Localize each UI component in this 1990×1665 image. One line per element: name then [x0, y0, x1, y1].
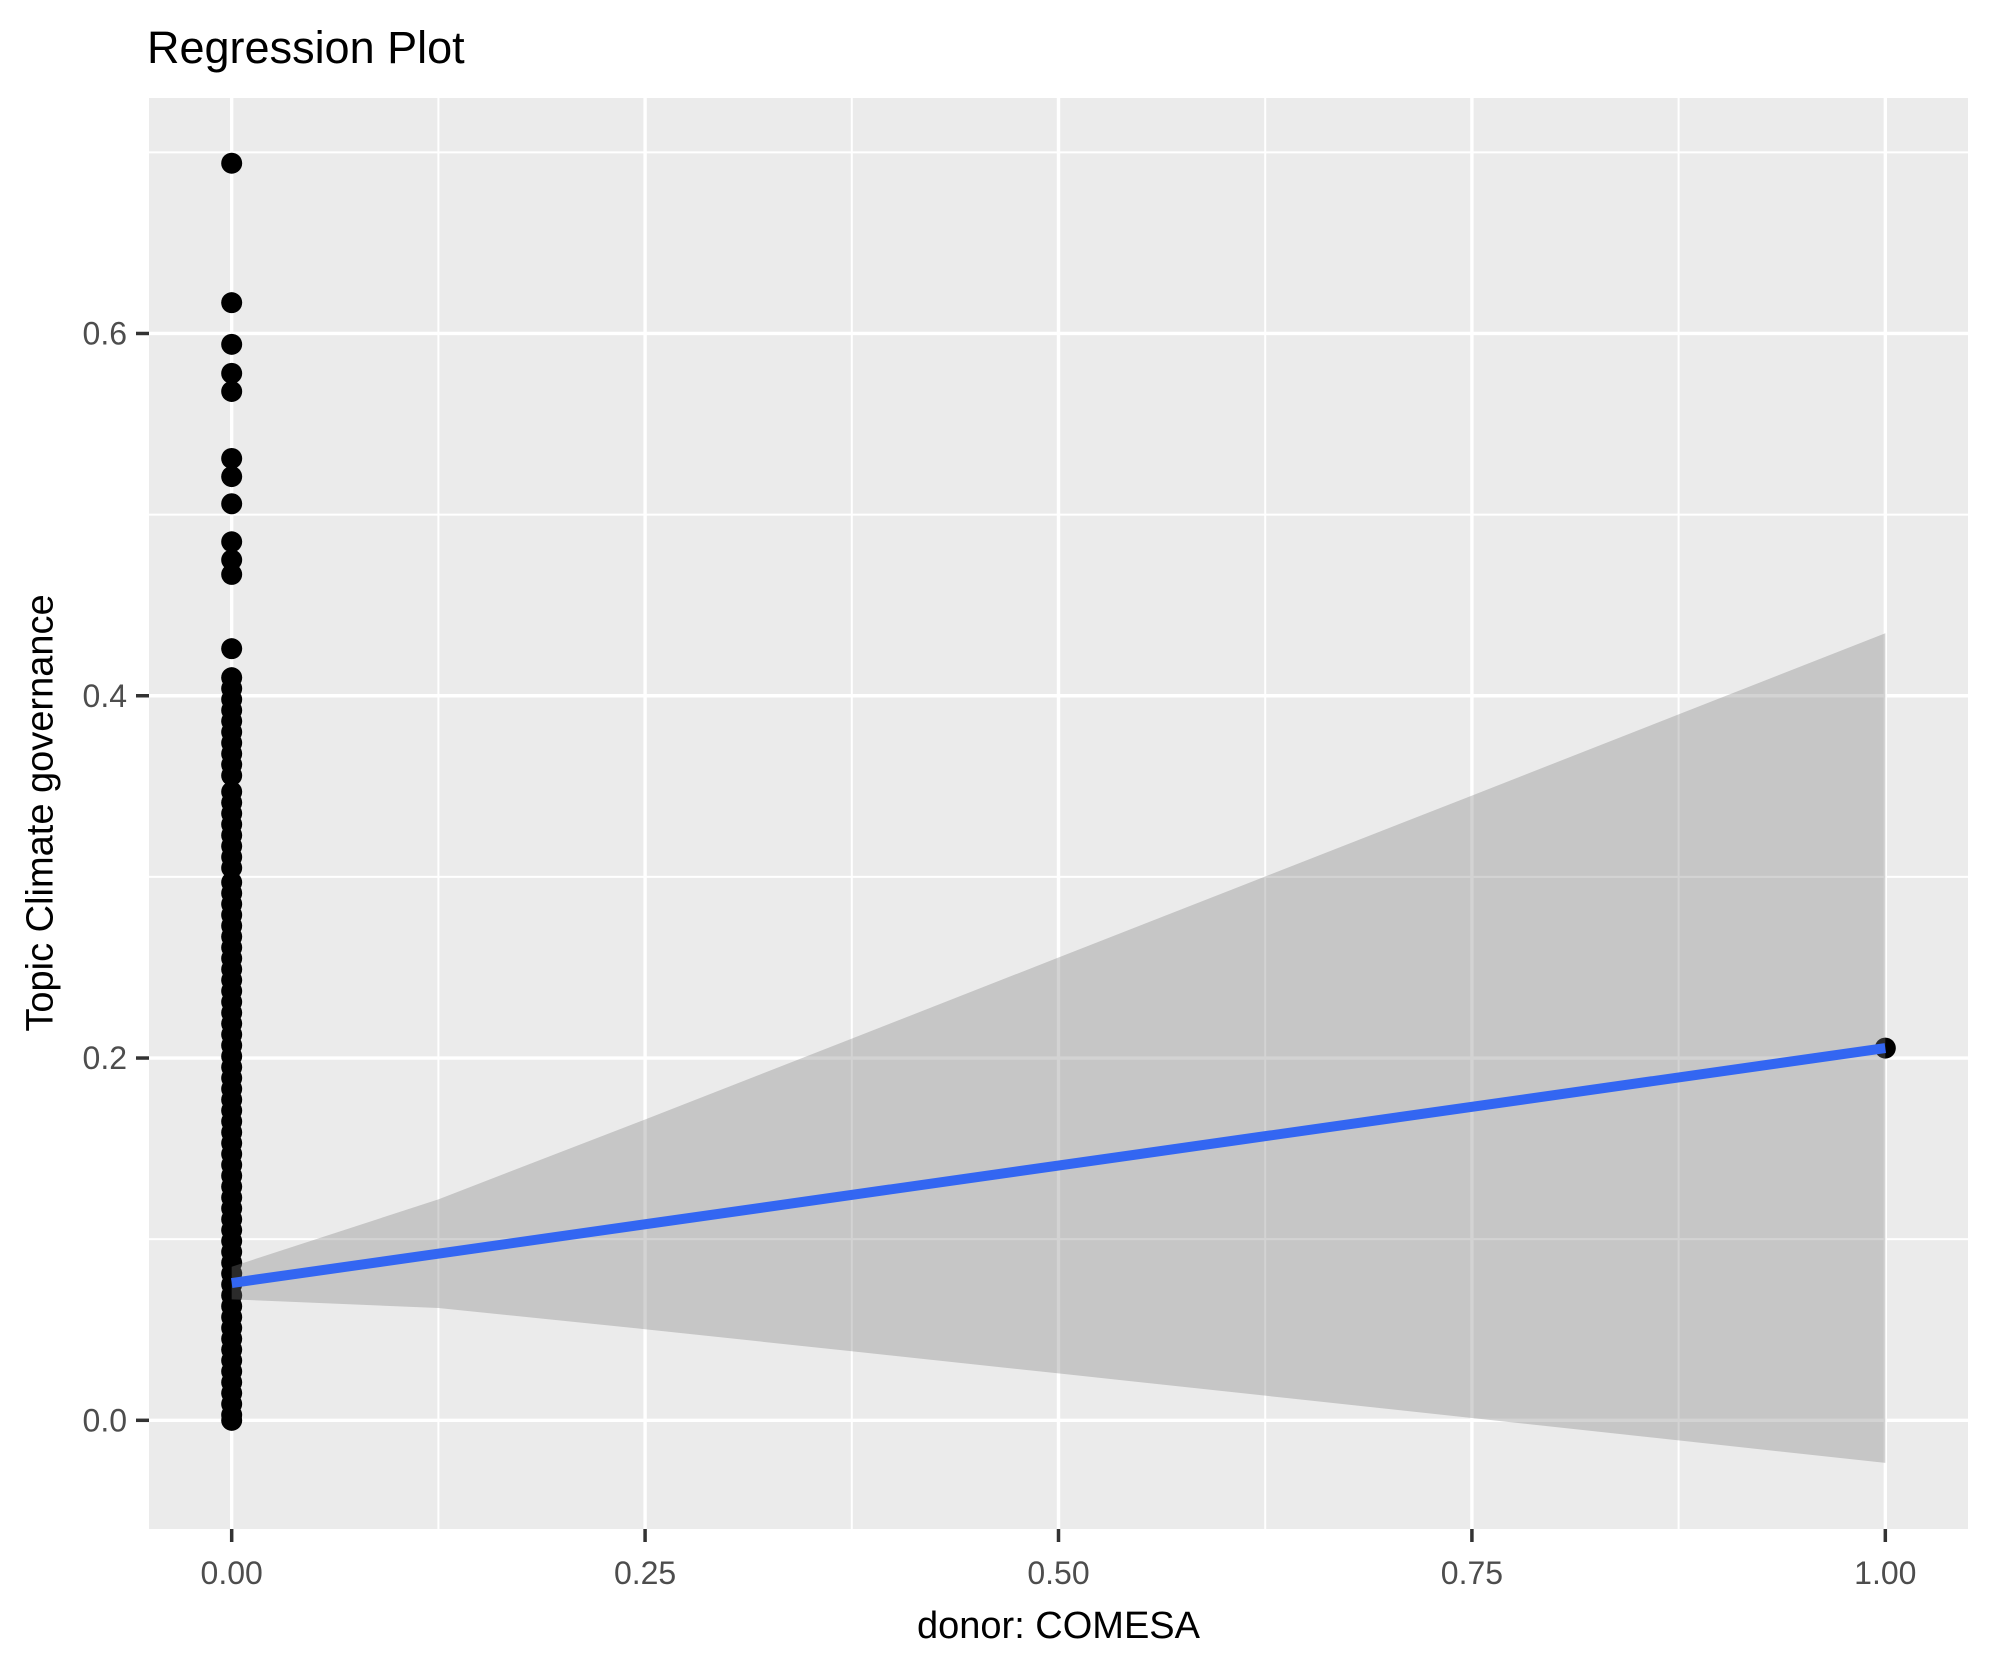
regression-line	[230, 1043, 1887, 1288]
y-tick-label: 0.2	[83, 1040, 127, 1076]
data-point	[221, 531, 243, 553]
data-point	[221, 857, 243, 879]
x-tick-label: 1.00	[1854, 1555, 1916, 1591]
data-point	[221, 638, 243, 660]
scatter-points	[221, 152, 1896, 1431]
data-point	[221, 549, 243, 571]
data-point	[221, 493, 243, 515]
confidence-ribbon	[231, 633, 1886, 1463]
plot-title: Regression Plot	[147, 22, 465, 73]
y-tick-labels: 0.0 0.2 0.4 0.6	[83, 315, 127, 1438]
data-point	[221, 764, 243, 786]
y-tick-label: 0.6	[83, 315, 127, 351]
x-tick-label: 0.75	[1441, 1555, 1503, 1591]
data-point	[221, 466, 243, 488]
data-point	[221, 333, 243, 355]
data-point	[221, 362, 243, 384]
x-tick-labels: 0.00 0.25 0.50 0.75 1.00	[201, 1555, 1917, 1591]
data-point	[221, 380, 243, 402]
y-axis-title: Topic Climate governance	[19, 594, 62, 1032]
data-point	[221, 292, 243, 314]
y-tick-label: 0.4	[83, 678, 127, 714]
data-point	[221, 1409, 243, 1431]
data-point	[221, 563, 243, 585]
x-tick-label: 0.00	[201, 1555, 263, 1591]
x-tick-label: 0.50	[1027, 1555, 1089, 1591]
data-point	[221, 447, 243, 469]
axis-tick-marks	[136, 331, 1888, 1542]
y-tick-label: 0.0	[83, 1402, 127, 1438]
x-axis-title: donor: COMESA	[917, 1605, 1200, 1647]
x-tick-label: 0.25	[614, 1555, 676, 1591]
data-point	[221, 152, 243, 174]
